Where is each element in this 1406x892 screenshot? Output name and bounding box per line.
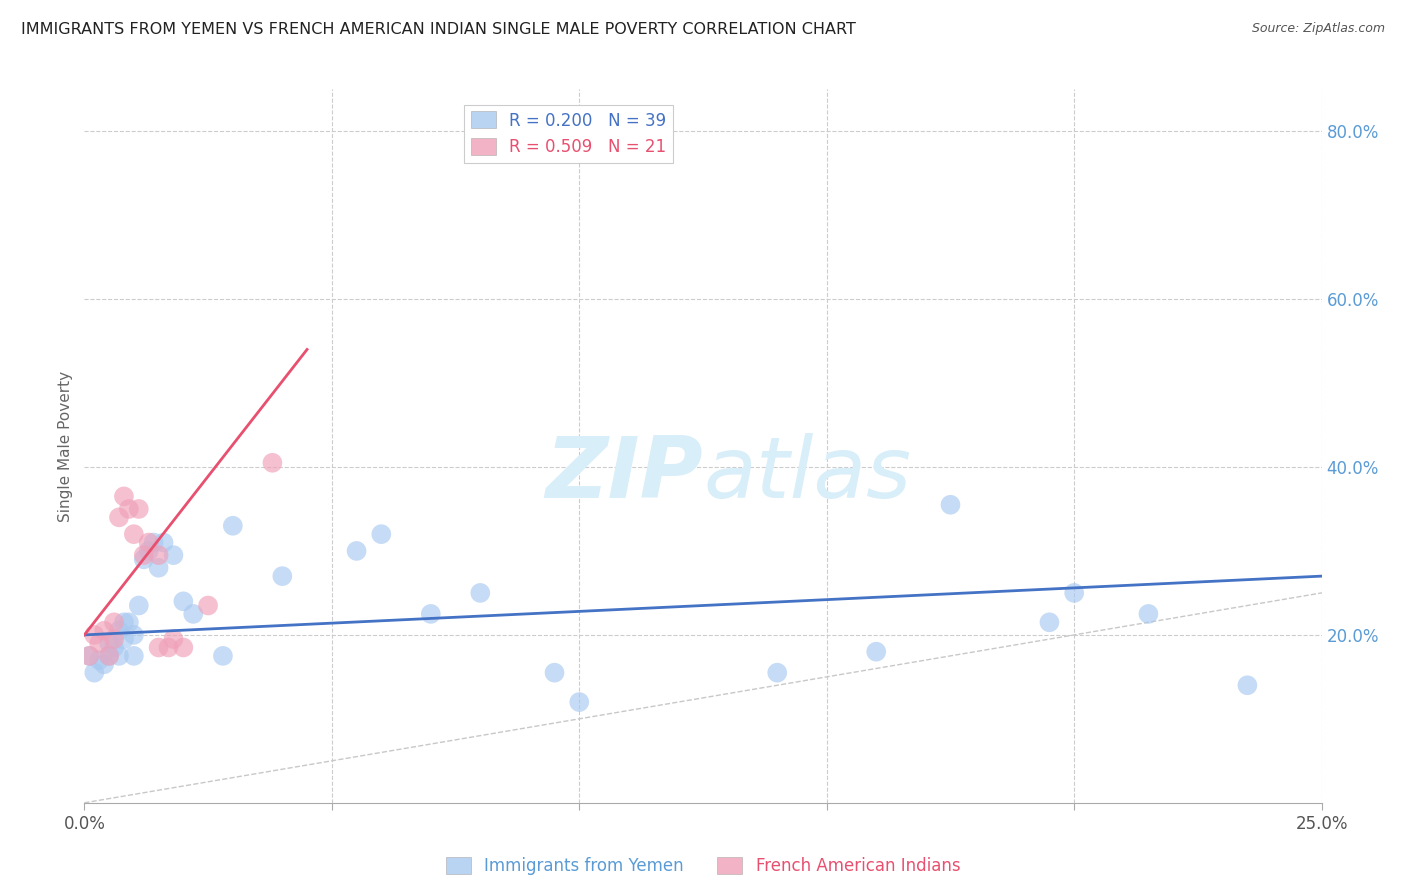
Point	[103, 615, 125, 630]
Point	[83, 665, 105, 680]
Point	[98, 636, 121, 650]
Point	[470, 586, 492, 600]
Point	[865, 645, 887, 659]
Point	[132, 552, 155, 566]
Point	[152, 535, 174, 549]
Point	[568, 695, 591, 709]
Point	[122, 527, 145, 541]
Point	[419, 607, 441, 621]
Point	[1137, 607, 1160, 621]
Point	[142, 535, 165, 549]
Point	[103, 640, 125, 655]
Point	[112, 489, 135, 503]
Point	[212, 648, 235, 663]
Point	[118, 615, 141, 630]
Point	[98, 648, 121, 663]
Legend: Immigrants from Yemen, French American Indians: Immigrants from Yemen, French American I…	[439, 850, 967, 882]
Point	[79, 648, 101, 663]
Point	[1038, 615, 1060, 630]
Point	[103, 632, 125, 646]
Point	[148, 640, 170, 655]
Point	[162, 548, 184, 562]
Point	[157, 640, 180, 655]
Point	[132, 548, 155, 562]
Point	[128, 502, 150, 516]
Point	[162, 632, 184, 646]
Point	[138, 544, 160, 558]
Point	[1063, 586, 1085, 600]
Point	[370, 527, 392, 541]
Text: Source: ZipAtlas.com: Source: ZipAtlas.com	[1251, 22, 1385, 36]
Point	[122, 628, 145, 642]
Point	[98, 648, 121, 663]
Point	[93, 624, 115, 638]
Point	[122, 648, 145, 663]
Point	[172, 594, 194, 608]
Legend: R = 0.200   N = 39, R = 0.509   N = 21: R = 0.200 N = 39, R = 0.509 N = 21	[464, 104, 672, 162]
Point	[128, 599, 150, 613]
Text: ZIP: ZIP	[546, 433, 703, 516]
Point	[112, 615, 135, 630]
Point	[118, 502, 141, 516]
Text: atlas: atlas	[703, 433, 911, 516]
Point	[543, 665, 565, 680]
Point	[148, 548, 170, 562]
Point	[108, 510, 131, 524]
Point	[79, 648, 101, 663]
Point	[222, 518, 245, 533]
Point	[939, 498, 962, 512]
Point	[138, 535, 160, 549]
Point	[148, 560, 170, 574]
Point	[346, 544, 368, 558]
Point	[181, 607, 204, 621]
Point	[108, 648, 131, 663]
Point	[766, 665, 789, 680]
Point	[172, 640, 194, 655]
Point	[89, 653, 111, 667]
Point	[271, 569, 294, 583]
Point	[89, 636, 111, 650]
Y-axis label: Single Male Poverty: Single Male Poverty	[58, 370, 73, 522]
Point	[1236, 678, 1258, 692]
Point	[262, 456, 284, 470]
Point	[83, 628, 105, 642]
Point	[112, 632, 135, 646]
Point	[197, 599, 219, 613]
Text: IMMIGRANTS FROM YEMEN VS FRENCH AMERICAN INDIAN SINGLE MALE POVERTY CORRELATION : IMMIGRANTS FROM YEMEN VS FRENCH AMERICAN…	[21, 22, 856, 37]
Point	[93, 657, 115, 672]
Point	[108, 624, 131, 638]
